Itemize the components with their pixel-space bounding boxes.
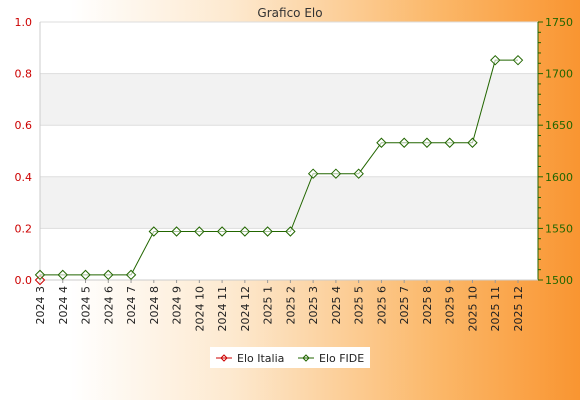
x-tick-label: 2024 4 bbox=[57, 286, 70, 325]
series-1-point bbox=[444, 137, 455, 148]
left-tick-label: 0.8 bbox=[15, 68, 33, 81]
x-tick-label: 2024 10 bbox=[193, 286, 206, 332]
series-1-point bbox=[285, 226, 296, 237]
x-tick-label: 2025 6 bbox=[375, 286, 388, 325]
x-tick-label: 2024 12 bbox=[239, 286, 252, 332]
x-tick-label: 2025 2 bbox=[284, 286, 297, 325]
series-1-point bbox=[34, 269, 46, 281]
x-tick-label: 2025 7 bbox=[398, 286, 411, 325]
x-tick-label: 2024 7 bbox=[125, 286, 138, 325]
series-1-point bbox=[421, 137, 433, 148]
left-tick-label: 0.0 bbox=[15, 274, 33, 287]
series-1-point bbox=[148, 226, 160, 237]
series-1-point bbox=[171, 226, 182, 237]
series-1-point bbox=[194, 226, 205, 237]
series-1-point bbox=[103, 269, 114, 281]
x-tick-label: 2024 6 bbox=[102, 286, 115, 325]
legend-label-elo-fide: Elo FIDE bbox=[319, 352, 364, 365]
right-tick-label: 1500 bbox=[545, 274, 573, 287]
series-line-1 bbox=[40, 59, 518, 276]
right-axis-ticks: 1500 1550 1600 1650 1700 1750 bbox=[538, 16, 573, 287]
x-tick-label: 2024 9 bbox=[171, 286, 184, 325]
series-1-point bbox=[262, 226, 273, 237]
right-tick-label: 1750 bbox=[545, 16, 573, 29]
series-1-point bbox=[376, 137, 387, 148]
left-tick-label: 0.2 bbox=[15, 222, 33, 235]
grid-band-0 bbox=[40, 176, 538, 229]
legend: Elo Italia Elo FIDE bbox=[210, 347, 370, 368]
right-tick-label: 1700 bbox=[545, 68, 573, 81]
series-1-point bbox=[467, 137, 478, 148]
series-layer bbox=[34, 54, 524, 286]
series-1-point bbox=[353, 168, 364, 179]
legend-label-elo-italia: Elo Italia bbox=[237, 352, 284, 365]
x-tick-label: 2025 3 bbox=[307, 286, 320, 325]
series-1-point bbox=[57, 269, 68, 281]
series-1-point bbox=[512, 54, 524, 66]
x-tick-label: 2025 10 bbox=[466, 286, 479, 332]
x-tick-label: 2025 9 bbox=[444, 286, 457, 325]
chart-title: Grafico Elo bbox=[257, 6, 322, 20]
grid-band-1 bbox=[40, 73, 538, 126]
series-1-point bbox=[490, 54, 501, 66]
right-tick-label: 1550 bbox=[545, 222, 573, 235]
series-1-point bbox=[307, 168, 319, 179]
right-tick-label: 1650 bbox=[545, 119, 573, 132]
x-axis-ticks: 2024 3 2024 4 2024 5 2024 6 2024 7 2024 8 2024… bbox=[34, 280, 525, 332]
series-1-point bbox=[80, 269, 91, 281]
legend-box bbox=[210, 347, 370, 368]
legend-marker-elo-fide bbox=[302, 354, 310, 362]
x-tick-label: 2025 12 bbox=[512, 286, 525, 332]
series-1-point bbox=[216, 226, 228, 237]
x-tick-label: 2024 5 bbox=[80, 286, 93, 325]
x-tick-label: 2024 8 bbox=[148, 286, 161, 325]
legend-marker-elo-italia bbox=[220, 354, 228, 362]
left-axis-ticks: 0.0 0.2 0.4 0.6 0.8 1.0 bbox=[15, 16, 33, 287]
x-tick-label: 2025 11 bbox=[489, 286, 502, 332]
x-tick-label: 2024 3 bbox=[34, 286, 47, 325]
x-tick-label: 2025 5 bbox=[353, 286, 366, 325]
right-tick-label: 1600 bbox=[545, 171, 573, 184]
left-tick-label: 0.4 bbox=[15, 171, 33, 184]
x-tick-label: 2025 4 bbox=[330, 286, 343, 325]
series-1-point bbox=[239, 226, 251, 237]
x-tick-label: 2025 1 bbox=[262, 286, 275, 325]
series-1-point bbox=[398, 137, 410, 148]
left-tick-label: 1.0 bbox=[15, 16, 33, 29]
series-1-point bbox=[330, 168, 342, 179]
left-tick-label: 0.6 bbox=[15, 119, 33, 132]
x-tick-label: 2024 11 bbox=[216, 286, 229, 332]
plot-area bbox=[40, 22, 538, 280]
x-tick-label: 2025 8 bbox=[421, 286, 434, 325]
axes bbox=[39, 22, 539, 281]
series-1-point bbox=[125, 269, 137, 281]
grid-bands bbox=[40, 21, 538, 281]
